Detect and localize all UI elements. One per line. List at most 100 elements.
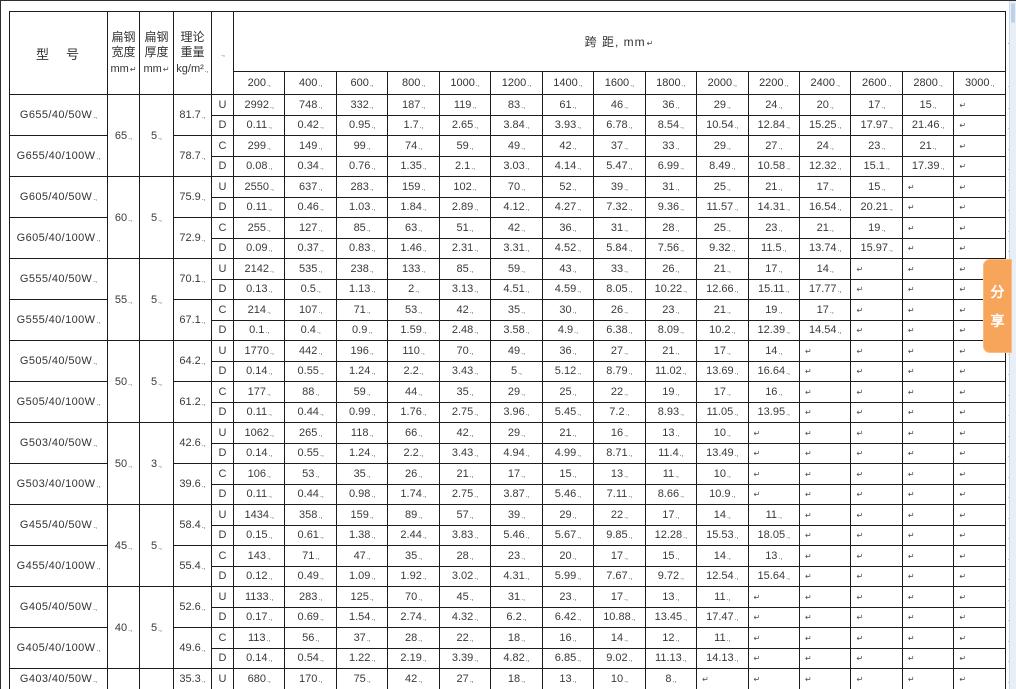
span-value-cell: 107., xyxy=(284,299,337,321)
paragraph-mark-icon: ↵ xyxy=(907,592,915,602)
cell-end-mark-icon: ., xyxy=(881,184,886,192)
cell-end-mark-icon: ., xyxy=(829,225,834,233)
span-value-cell: 0.4., xyxy=(284,319,337,341)
cell-end-mark-icon: ., xyxy=(474,656,479,664)
cell-end-mark-icon: ., xyxy=(734,615,739,623)
load-type-cell: D xyxy=(211,114,234,136)
paragraph-mark-icon: ↵ xyxy=(959,100,967,110)
model-name-cell: G503/40/100W., xyxy=(9,463,108,505)
span-value-cell: 24., xyxy=(798,135,852,157)
cell-end-mark-icon: ., xyxy=(837,123,842,131)
cell-end-mark-icon: ., xyxy=(96,236,101,243)
span-value-cell: 10.9., xyxy=(696,483,749,505)
cell-end-mark-icon: ., xyxy=(469,266,474,274)
span-value-cell: ↵ xyxy=(850,565,903,587)
cell-end-mark-icon: ., xyxy=(270,348,274,356)
paragraph-mark-icon: ↵ xyxy=(856,531,864,541)
cell-end-mark-icon: ., xyxy=(201,318,206,325)
span-value-cell: 19., xyxy=(644,381,698,403)
span-value-cell: ↵ xyxy=(901,401,955,423)
thickness-cell: 5., xyxy=(139,586,174,669)
cell-end-mark-icon: ., xyxy=(628,533,633,541)
cell-end-mark-icon: ., xyxy=(415,287,420,295)
span-value-cell: ↵ xyxy=(901,606,955,628)
return-mark-icon: ↵ xyxy=(129,64,137,74)
paragraph-mark-icon: ↵ xyxy=(959,223,967,233)
paragraph-mark-icon: ↵ xyxy=(907,264,915,274)
span-value-cell: 332., xyxy=(335,94,389,116)
cell-end-mark-icon: ., xyxy=(885,164,890,172)
span-value-cell: ↵ xyxy=(850,606,903,628)
load-type-cell: D xyxy=(211,606,234,628)
span-value-cell: 57., xyxy=(438,504,492,526)
cell-end-mark-icon: ., xyxy=(624,184,628,192)
span-value-cell: 21., xyxy=(696,258,749,280)
weight-header-line: 重量 xyxy=(180,45,205,60)
span-value-cell: 15., xyxy=(901,94,955,116)
cell-end-mark-icon: ., xyxy=(734,410,739,418)
span-value-cell: 0.44., xyxy=(284,483,337,505)
cell-end-mark-icon: ., xyxy=(319,533,324,541)
span-column-header: 1000., xyxy=(438,71,492,95)
cell-end-mark-icon: ., xyxy=(577,656,582,664)
cell-end-mark-icon: ., xyxy=(675,512,680,520)
span-value-cell: 29., xyxy=(541,504,595,526)
cell-end-mark-icon: ., xyxy=(624,102,628,110)
span-value-cell: 0.12., xyxy=(232,565,286,587)
cell-end-mark-icon: ., xyxy=(366,553,371,561)
span-value-cell: 3.02., xyxy=(438,565,492,587)
span-value-cell: ↵ xyxy=(901,381,955,403)
span-value-cell: 6.78., xyxy=(593,114,646,136)
span-value-cell: 3.84., xyxy=(490,114,543,136)
cell-end-mark-icon: ., xyxy=(201,113,206,120)
share-button[interactable]: 分 享 xyxy=(983,259,1012,353)
load-type-cell: C xyxy=(211,217,234,239)
cell-end-mark-icon: ., xyxy=(631,615,636,623)
cell-end-mark-icon: ., xyxy=(786,328,790,336)
cell-end-mark-icon: ., xyxy=(369,430,374,438)
cell-end-mark-icon: ., xyxy=(201,359,206,366)
weight-cell: 64.2., xyxy=(173,340,212,382)
cell-end-mark-icon: ., xyxy=(932,102,937,110)
paragraph-mark-icon: ↵ xyxy=(753,469,761,479)
cell-end-mark-icon: ., xyxy=(418,143,423,151)
span-value-cell: ↵ xyxy=(798,483,852,505)
span-value-cell: ↵ xyxy=(747,422,800,444)
paragraph-mark-icon: ↵ xyxy=(959,264,967,274)
span-value-cell: 11., xyxy=(644,463,698,485)
cell-end-mark-icon: ., xyxy=(369,348,374,356)
span-value-cell: 0.08., xyxy=(232,155,286,177)
cell-end-mark-icon: ., xyxy=(990,81,995,88)
cell-end-mark-icon: ., xyxy=(469,389,474,397)
span-value-cell: 16., xyxy=(593,422,646,444)
thickness-cell xyxy=(139,668,174,689)
cell-end-mark-icon: ., xyxy=(525,205,530,213)
paragraph-mark-icon: ↵ xyxy=(907,674,915,684)
scrollbar-thumb[interactable] xyxy=(1011,3,1015,23)
span-value-cell: 12.84., xyxy=(747,114,800,136)
table-row: D 0.11., 0.44., 0.99., 1.76., 2.75., 3.96., 5.4… xyxy=(10,401,1014,423)
weight-header-line: 理论 xyxy=(180,29,205,44)
cell-end-mark-icon: ., xyxy=(474,451,479,459)
span-value-cell: 1770., xyxy=(232,340,286,362)
span-value-cell: 238., xyxy=(335,258,389,280)
span-value-cell: ↵ xyxy=(901,176,955,198)
span-value-cell: 3.43., xyxy=(438,360,492,382)
span-value-cell: 0.54., xyxy=(284,647,337,669)
cell-end-mark-icon: ., xyxy=(837,205,842,213)
span-value-cell: 26., xyxy=(644,258,698,280)
span-value-cell: 4.82., xyxy=(490,647,543,669)
column-header-thickness: 扁钢 厚度 mm↵ xyxy=(139,11,174,95)
span-value-cell: ↵ xyxy=(901,545,955,567)
span-value-cell: 59., xyxy=(438,135,492,157)
cell-end-mark-icon: ., xyxy=(675,102,680,110)
paragraph-mark-icon: ↵ xyxy=(959,162,967,172)
span-value-cell: 0.49., xyxy=(284,565,337,587)
load-type-cell: U xyxy=(211,668,234,689)
thickness-header-unit: mm xyxy=(143,62,162,75)
paragraph-mark-icon: ↵ xyxy=(753,449,761,459)
span-value-cell: 14., xyxy=(696,504,749,526)
cell-end-mark-icon: ., xyxy=(471,164,476,172)
cell-end-mark-icon: ., xyxy=(726,635,731,643)
cell-end-mark-icon: ., xyxy=(782,246,787,254)
